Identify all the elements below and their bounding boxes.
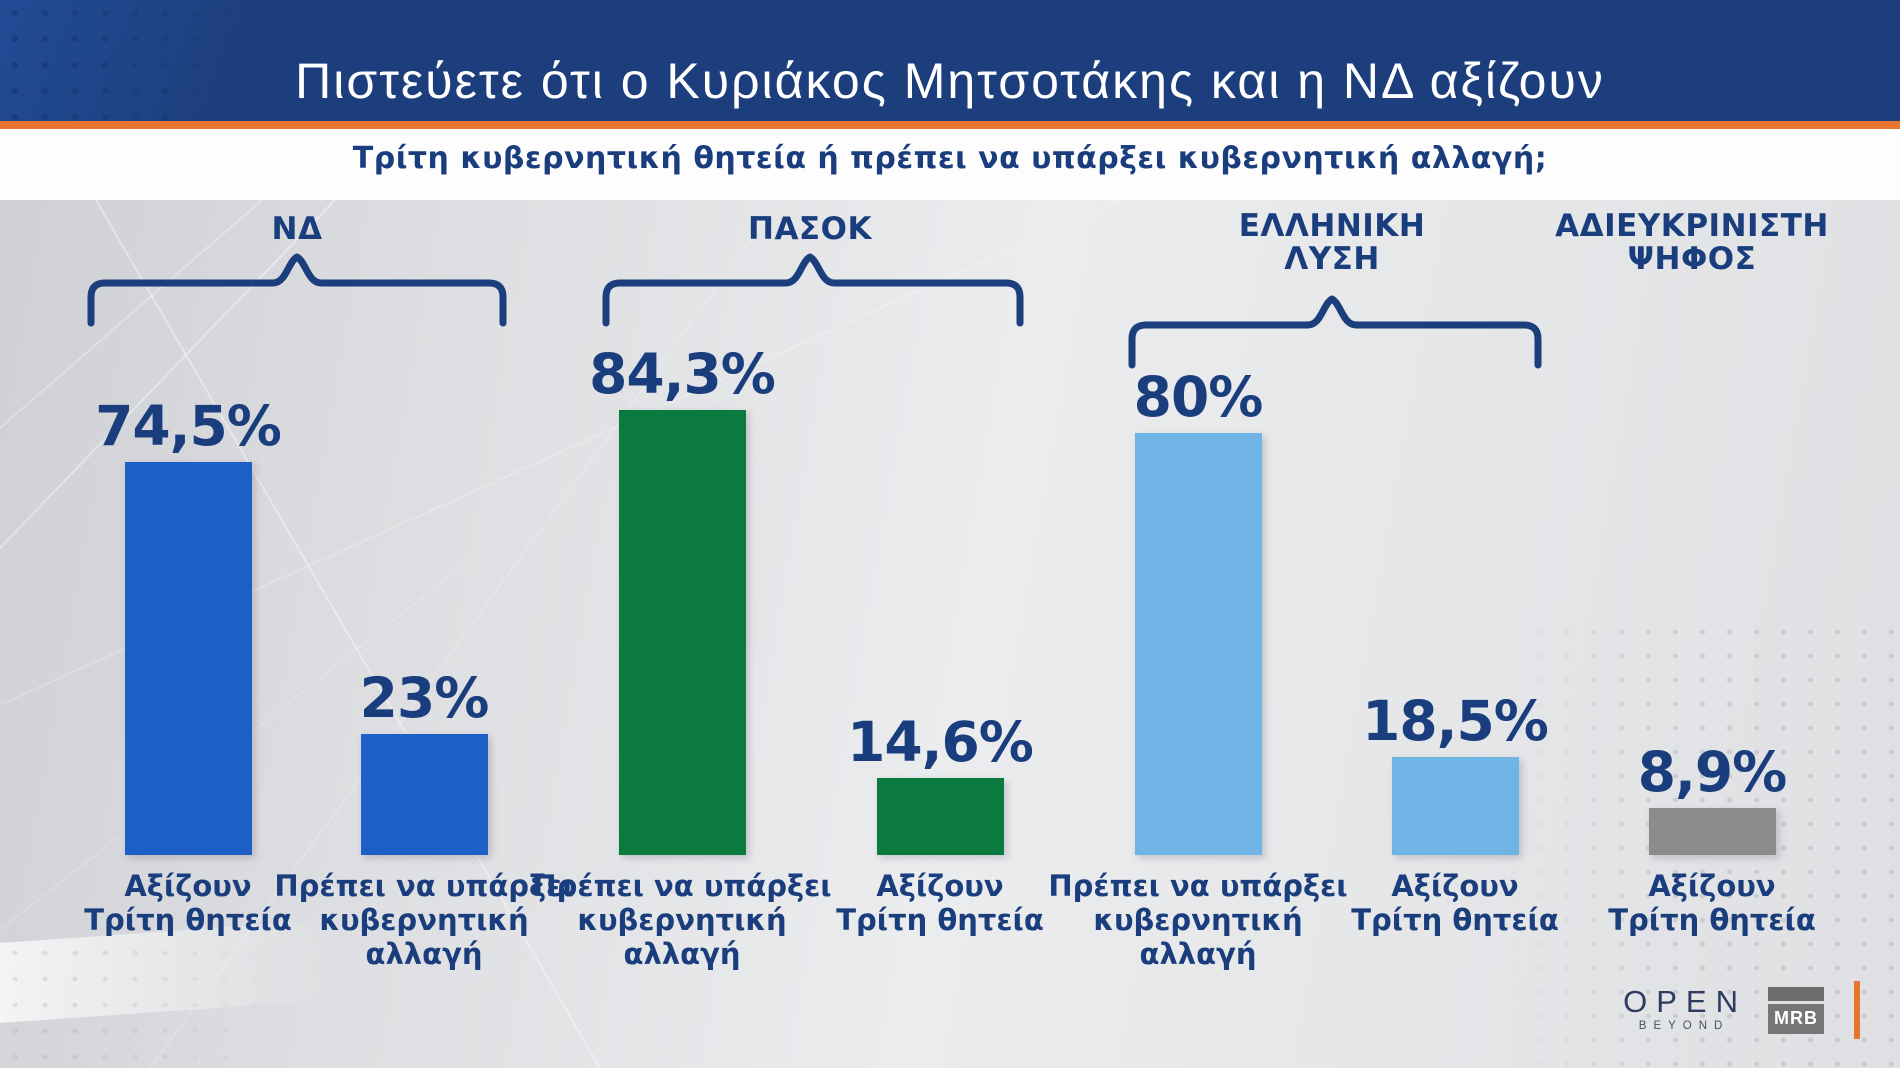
orange-accent-strip xyxy=(0,121,1900,129)
orange-accent-divider xyxy=(1854,981,1860,1039)
bar-category-label-line: Τρίτη θητεία xyxy=(836,903,1044,937)
header-band xyxy=(0,0,1900,121)
bar-category-label-line: Αξίζουν xyxy=(876,869,1004,903)
group-label-nd: ΝΔ xyxy=(47,213,547,246)
bar-value-elliniki-lysi-1: 80% xyxy=(1133,365,1264,429)
bar-elliniki-lysi-1 xyxy=(1135,433,1262,855)
open-tagline: BEYOND xyxy=(1638,1020,1730,1032)
group-label-line: ΝΔ xyxy=(271,211,323,247)
bar-category-label-line: κυβερνητική xyxy=(1093,903,1303,937)
bar-value-pasok-1: 84,3% xyxy=(589,342,776,406)
bar-category-label-nd-2: Πρέπει να υπάρξει κυβερνητική αλλαγή xyxy=(264,869,584,971)
background-dot-texture-left xyxy=(0,940,300,1068)
open-wordmark: OPEN xyxy=(1623,984,1747,1019)
mrb-logo-topbar xyxy=(1768,986,1824,1001)
bar-value-nd-1: 74,5% xyxy=(95,394,282,458)
bar-category-label-line: Αξίζουν xyxy=(1648,869,1776,903)
bar-category-label-nd-1: Αξίζουν Τρίτη θητεία xyxy=(28,869,348,937)
bar-category-label-line: αλλαγή xyxy=(1139,937,1257,971)
group-label-undecided: ΑΔΙΕΥΚΡΙΝΙΣΤΗ ΨΗΦΟΣ xyxy=(1442,210,1900,276)
group-label-line: ΑΔΙΕΥΚΡΙΝΙΣΤΗ xyxy=(1555,208,1829,244)
bar-nd-2 xyxy=(361,734,488,855)
mrb-logo: MRB xyxy=(1768,986,1824,1034)
bar-category-label-line: Πρέπει να υπάρξει xyxy=(1048,869,1348,903)
page-subtitle: Τρίτη κυβερνητική θητεία ή πρέπει να υπά… xyxy=(352,141,1548,176)
group-label-elliniki-lysi: ΕΛΛΗΝΙΚΗ ΛΥΣΗ xyxy=(1082,210,1582,276)
group-label-pasok: ΠΑΣΟΚ xyxy=(560,213,1060,246)
footer-logos: OPEN BEYOND MRB xyxy=(1623,978,1860,1042)
bar-category-label-line: Τρίτη θητεία xyxy=(1351,903,1559,937)
bar-category-label-line: Πρέπει να υπάρξει xyxy=(274,869,574,903)
bar-category-label-pasok-2: Αξίζουν Τρίτη θητεία xyxy=(780,869,1100,937)
bar-category-label-elliniki-lysi-2: Αξίζουν Τρίτη θητεία xyxy=(1295,869,1615,937)
group-label-line: ΛΥΣΗ xyxy=(1284,241,1380,277)
subtitle-band xyxy=(0,129,1900,200)
mrb-logo-text: MRB xyxy=(1768,1003,1824,1034)
bar-category-label-line: Τρίτη θητεία xyxy=(1608,903,1816,937)
bar-category-label-line: Τρίτη θητεία xyxy=(84,903,292,937)
group-label-line: ΨΗΦΟΣ xyxy=(1627,241,1757,277)
bar-elliniki-lysi-2 xyxy=(1392,757,1519,855)
open-tv-logo: OPEN BEYOND xyxy=(1623,986,1738,1033)
bar-value-nd-2: 23% xyxy=(359,666,490,730)
bar-category-label-line: Πρέπει να υπάρξει xyxy=(532,869,832,903)
group-label-line: ΕΛΛΗΝΙΚΗ xyxy=(1238,208,1426,244)
group-label-line: ΠΑΣΟΚ xyxy=(748,211,872,247)
bar-undecided-1 xyxy=(1649,808,1776,855)
page-title: Πιστεύετε ότι ο Κυριάκος Μητσοτάκης και … xyxy=(295,53,1605,109)
bar-value-pasok-2: 14,6% xyxy=(847,710,1034,774)
bar-category-label-line: Αξίζουν xyxy=(1391,869,1519,903)
bar-value-undecided-1: 8,9% xyxy=(1637,740,1788,804)
bar-category-label-line: αλλαγή xyxy=(365,937,483,971)
bar-pasok-2 xyxy=(877,778,1004,855)
bar-category-label-line: Αξίζουν xyxy=(124,869,252,903)
bar-category-label-line: κυβερνητική xyxy=(577,903,787,937)
bar-nd-1 xyxy=(125,462,252,855)
bar-category-label-undecided-1: Αξίζουν Τρίτη θητεία xyxy=(1552,869,1872,937)
bar-category-label-pasok-1: Πρέπει να υπάρξει κυβερνητική αλλαγή xyxy=(522,869,842,971)
bar-value-elliniki-lysi-2: 18,5% xyxy=(1362,689,1549,753)
bar-category-label-line: κυβερνητική xyxy=(319,903,529,937)
bar-category-label-elliniki-lysi-1: Πρέπει να υπάρξει κυβερνητική αλλαγή xyxy=(1038,869,1358,971)
header-triangle-texture xyxy=(0,0,300,121)
bar-category-label-line: αλλαγή xyxy=(623,937,741,971)
bar-pasok-1 xyxy=(619,410,746,855)
